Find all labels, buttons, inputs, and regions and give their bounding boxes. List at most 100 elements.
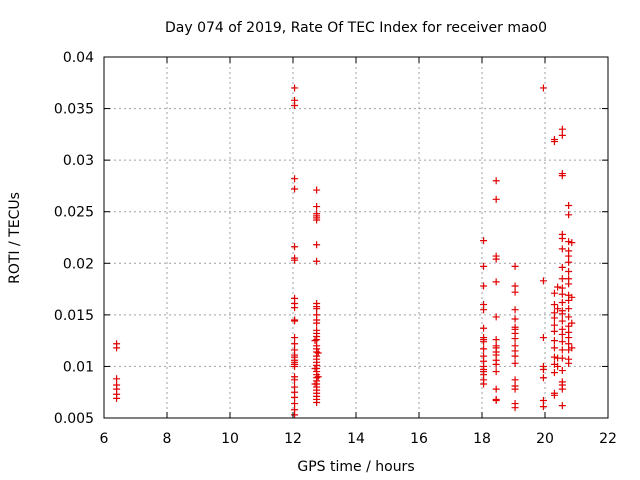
data-point bbox=[313, 305, 321, 313]
data-point bbox=[492, 360, 500, 368]
data-point bbox=[480, 380, 488, 388]
data-point bbox=[558, 385, 566, 393]
data-point bbox=[568, 319, 576, 327]
data-point bbox=[539, 366, 547, 374]
data-point bbox=[565, 202, 573, 210]
data-point bbox=[511, 404, 519, 412]
data-point bbox=[492, 177, 500, 185]
data-point bbox=[550, 327, 558, 335]
data-point bbox=[113, 375, 121, 383]
data-point bbox=[313, 336, 321, 344]
data-point bbox=[291, 84, 299, 92]
data-point bbox=[558, 317, 566, 325]
data-point bbox=[313, 257, 321, 265]
data-point bbox=[291, 175, 299, 183]
data-point bbox=[313, 186, 321, 194]
data-point bbox=[511, 262, 519, 270]
data-point bbox=[568, 344, 576, 352]
axis-ticks bbox=[103, 56, 609, 419]
data-point bbox=[568, 239, 576, 247]
data-point bbox=[313, 241, 321, 249]
data-point bbox=[314, 373, 322, 381]
data-point bbox=[550, 391, 558, 399]
x-tick-label: 10 bbox=[221, 431, 239, 447]
data-point bbox=[558, 284, 566, 292]
data-point bbox=[511, 288, 519, 296]
data-point bbox=[565, 322, 573, 330]
data-markers bbox=[113, 84, 576, 419]
data-point bbox=[492, 313, 500, 321]
y-tick-label: 0.02 bbox=[63, 256, 94, 272]
data-point bbox=[568, 293, 576, 301]
x-tick-label: 14 bbox=[347, 431, 365, 447]
data-point bbox=[565, 359, 573, 367]
data-point bbox=[539, 277, 547, 285]
data-point bbox=[291, 185, 299, 193]
data-point bbox=[554, 362, 562, 370]
data-point bbox=[539, 396, 547, 404]
data-point bbox=[558, 263, 566, 271]
y-tick-label: 0.005 bbox=[54, 411, 94, 427]
data-point bbox=[291, 101, 299, 109]
data-point bbox=[558, 330, 566, 338]
data-point bbox=[113, 344, 121, 352]
y-axis-label: ROTI / TECUs bbox=[7, 192, 23, 284]
data-point bbox=[565, 334, 573, 342]
data-point bbox=[291, 411, 299, 419]
data-point bbox=[492, 278, 500, 286]
data-point bbox=[492, 195, 500, 203]
data-point bbox=[558, 245, 566, 253]
y-tick-label: 0.035 bbox=[54, 102, 94, 118]
data-point bbox=[558, 346, 566, 354]
data-point bbox=[550, 344, 558, 352]
data-point bbox=[558, 131, 566, 139]
data-point bbox=[558, 338, 566, 346]
data-point bbox=[311, 364, 319, 372]
data-point bbox=[550, 353, 558, 361]
data-point bbox=[565, 252, 573, 260]
data-point bbox=[291, 376, 299, 384]
y-tick-label: 0.01 bbox=[63, 359, 94, 375]
data-point bbox=[511, 352, 519, 360]
data-point bbox=[554, 283, 562, 291]
data-point bbox=[558, 298, 566, 306]
data-point bbox=[558, 354, 566, 362]
y-tick-label: 0.03 bbox=[63, 153, 94, 169]
data-point bbox=[480, 262, 488, 270]
data-point bbox=[291, 362, 299, 370]
data-point bbox=[291, 334, 299, 342]
data-point bbox=[565, 296, 573, 304]
data-point bbox=[480, 324, 488, 332]
data-point bbox=[492, 255, 500, 263]
data-point bbox=[565, 305, 573, 313]
data-point bbox=[291, 340, 299, 348]
data-point bbox=[550, 369, 558, 377]
data-point bbox=[492, 336, 500, 344]
data-point bbox=[565, 268, 573, 276]
data-point bbox=[558, 172, 566, 180]
data-point bbox=[558, 367, 566, 375]
x-tick-label: 22 bbox=[599, 431, 617, 447]
chart-title: Day 074 of 2019, Rate Of TEC Index for r… bbox=[165, 20, 547, 36]
data-point bbox=[565, 211, 573, 219]
data-point bbox=[565, 280, 573, 288]
data-point bbox=[314, 349, 322, 357]
data-point bbox=[291, 400, 299, 408]
data-point bbox=[511, 335, 519, 343]
data-point bbox=[550, 314, 558, 322]
data-point bbox=[550, 301, 558, 309]
tick-labels: 6 8 10 12 14 16 18 20 22 0.005 0.01 0.015 0.02 0.025 0… bbox=[54, 50, 617, 447]
data-point bbox=[558, 310, 566, 318]
data-point bbox=[558, 290, 566, 298]
data-point bbox=[554, 305, 562, 313]
x-axis-label: GPS time / hours bbox=[297, 459, 414, 475]
data-point bbox=[565, 340, 573, 348]
data-point bbox=[291, 393, 299, 401]
data-point bbox=[291, 256, 299, 264]
data-point bbox=[511, 282, 519, 290]
data-point bbox=[511, 385, 519, 393]
y-tick-label: 0.04 bbox=[63, 50, 94, 66]
data-point bbox=[511, 359, 519, 367]
data-point bbox=[480, 338, 488, 346]
data-point bbox=[313, 203, 321, 211]
